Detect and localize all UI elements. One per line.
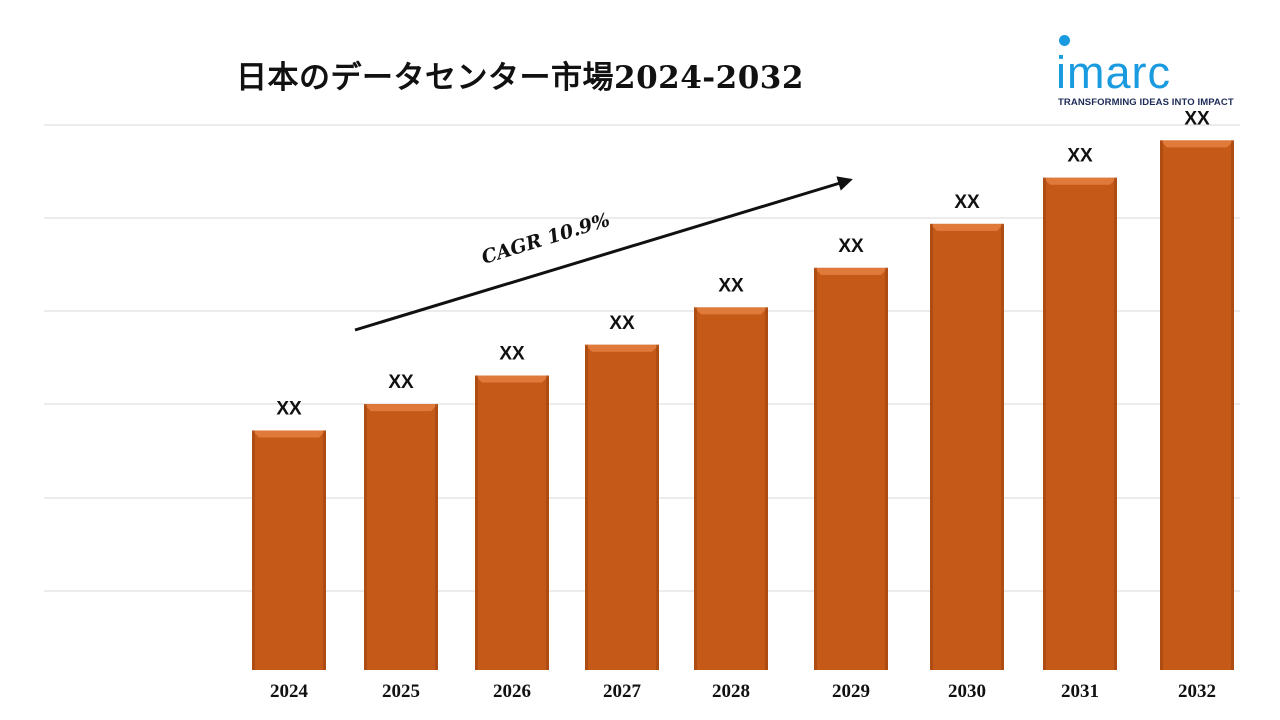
- bar-top-bevel: [364, 404, 438, 412]
- chart-title-main: 日本のデータセンター市場: [236, 60, 614, 96]
- bar-top-bevel: [475, 375, 549, 383]
- bar-2025: [364, 404, 438, 670]
- bars: [252, 140, 1234, 671]
- bar-edge: [1114, 177, 1117, 670]
- x-tick-label: 2026: [493, 681, 531, 702]
- bar-2026: [475, 375, 549, 670]
- bar-2030: [930, 223, 1004, 671]
- data-label: XX: [499, 344, 525, 365]
- bar-edge: [475, 375, 478, 670]
- bar-edge: [656, 344, 659, 670]
- bar: [814, 267, 888, 670]
- data-label: XX: [718, 275, 744, 296]
- bar-edge: [1001, 223, 1004, 671]
- bar-edge: [765, 307, 768, 670]
- bar: [694, 307, 768, 670]
- bar-2029: [814, 267, 888, 670]
- bar-edge: [930, 223, 933, 671]
- bar-edge: [546, 375, 549, 670]
- data-label: XX: [609, 313, 635, 334]
- bar-edge: [1160, 140, 1163, 671]
- bar-edge: [814, 267, 817, 670]
- chart-title: 日本のデータセンター市場2024-2032: [236, 52, 804, 97]
- chart-title-years: 2024-2032: [614, 60, 804, 96]
- bar: [1043, 177, 1117, 670]
- x-tick-label: 2027: [603, 681, 642, 702]
- bar: [585, 344, 659, 670]
- x-tick-label: 2032: [1178, 681, 1216, 702]
- bar-2031: [1043, 177, 1117, 670]
- data-label: XX: [388, 372, 414, 393]
- x-tick-label: 2025: [382, 681, 420, 702]
- logo-dot-icon: [1059, 35, 1070, 46]
- bar-2024: [252, 430, 326, 670]
- data-label: XX: [1067, 146, 1093, 167]
- x-tick-label: 2030: [948, 681, 986, 702]
- bar: [1160, 140, 1234, 671]
- bar-2028: [694, 307, 768, 670]
- bar-edge: [364, 404, 367, 670]
- bar-top-bevel: [252, 430, 326, 438]
- bar: [252, 430, 326, 670]
- bar: [930, 223, 1004, 671]
- logo-tagline: TRANSFORMING IDEAS INTO IMPACT: [1058, 97, 1234, 108]
- bar-2027: [585, 344, 659, 670]
- bar-top-bevel: [930, 223, 1004, 231]
- bar-top-bevel: [694, 307, 768, 315]
- cagr-annotation: CAGR 10.9%: [354, 176, 853, 332]
- x-tick-label: 2024: [270, 681, 309, 702]
- x-tick-label: 2031: [1061, 681, 1099, 702]
- bar-edge: [1043, 177, 1046, 670]
- data-label: XX: [1184, 108, 1210, 129]
- bar-edge: [885, 267, 888, 670]
- bar: [475, 375, 549, 670]
- bar-edge: [252, 430, 255, 670]
- x-tick-label: 2028: [712, 681, 750, 702]
- data-label: XX: [838, 236, 864, 257]
- data-label: XX: [276, 398, 302, 419]
- bar-top-bevel: [1160, 140, 1234, 148]
- data-label: XX: [954, 192, 980, 213]
- bar: [364, 404, 438, 670]
- imarc-logo: imarc TRANSFORMING IDEAS INTO IMPACT: [1056, 32, 1236, 112]
- data-labels: XX XX XX XX XX XX XX XX XX: [276, 108, 1210, 419]
- bar-top-bevel: [585, 344, 659, 352]
- logo-wordmark: imarc: [1056, 47, 1171, 98]
- cagr-trend-arrow: [354, 176, 853, 332]
- bar-2032: [1160, 140, 1234, 671]
- bar-edge: [1231, 140, 1234, 671]
- bar-edge: [323, 430, 326, 670]
- bar-top-bevel: [814, 267, 888, 275]
- x-axis-tick-labels: 2024 2025 2026 2027 2028 2029 2030 2031 2032: [270, 681, 1216, 702]
- bar-edge: [585, 344, 588, 670]
- bar-edge: [435, 404, 438, 670]
- bar-top-bevel: [1043, 177, 1117, 185]
- bar-edge: [694, 307, 697, 670]
- x-tick-label: 2029: [832, 681, 870, 702]
